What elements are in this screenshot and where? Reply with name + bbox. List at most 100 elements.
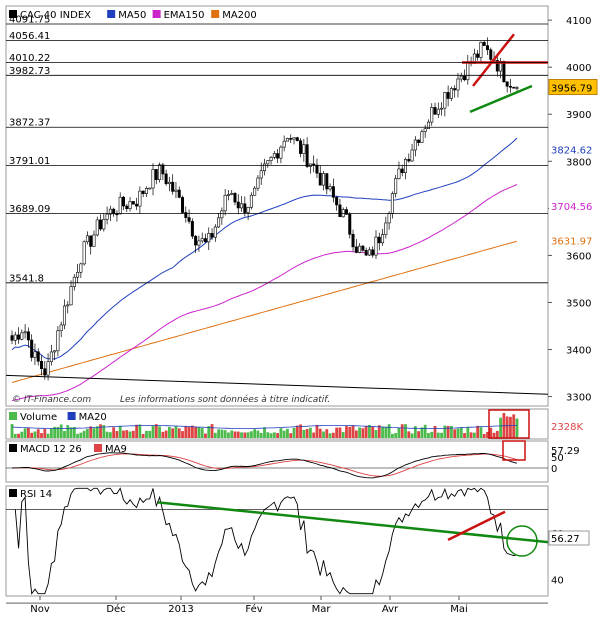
volume-bar: [381, 426, 384, 438]
volume-bar: [141, 433, 145, 438]
volume-bar: [184, 425, 188, 438]
volume-bar: [181, 431, 184, 438]
volume-bar: [86, 428, 89, 438]
candle: [66, 301, 70, 314]
volume-bar: [249, 431, 253, 438]
level-label-3: 3982.73: [9, 66, 50, 77]
volume-highlight-box: [488, 409, 530, 439]
candle: [30, 334, 34, 362]
ema150-line: [11, 184, 518, 402]
candle: [446, 85, 450, 107]
volume-bar: [509, 416, 512, 438]
candle: [144, 186, 148, 197]
volume-bar: [430, 431, 434, 438]
volume-bar: [492, 432, 496, 438]
volume-bar: [341, 432, 345, 438]
volume-bar: [436, 432, 440, 438]
volume-bar: [66, 425, 70, 438]
main-ytick-label-6: 3500: [566, 298, 591, 309]
candle: [407, 153, 411, 163]
volume-bar: [131, 430, 135, 438]
candle: [512, 86, 516, 89]
candle: [495, 54, 499, 77]
volume-bar: [433, 426, 437, 438]
candle: [223, 188, 227, 216]
volume-bar: [89, 426, 93, 438]
candle: [367, 247, 371, 256]
candle: [230, 190, 234, 196]
volume-panel: Volume MA20 2328K: [5, 408, 597, 440]
candle: [135, 197, 139, 210]
volume-ma20-line: [11, 425, 518, 429]
candle: [371, 246, 375, 258]
volume-bar: [99, 424, 102, 438]
volume-bar: [427, 433, 430, 438]
candle: [292, 137, 296, 145]
candle: [374, 230, 378, 260]
volume-bar: [187, 426, 191, 438]
badge-bg-ema150: [549, 198, 597, 214]
volume-bar: [112, 427, 116, 438]
volume-bar: [302, 429, 306, 438]
macd-legend: MACD 12 26 MA9: [9, 444, 127, 455]
candle: [69, 280, 73, 306]
volume-bar: [272, 432, 276, 438]
level-label-2: 4010.22: [9, 53, 50, 64]
candle: [197, 235, 201, 252]
candle: [410, 143, 414, 162]
volume-bar: [423, 424, 427, 438]
rsi-rising-line: [447, 510, 506, 541]
candle: [85, 231, 89, 245]
candle: [128, 197, 132, 212]
badge-bg-last: [548, 79, 598, 96]
volume-bar: [472, 432, 476, 438]
badge-bg-ma50: [549, 141, 597, 157]
volume-bar: [482, 433, 486, 438]
macd-legend-swatch-1: [94, 444, 102, 452]
volume-bar: [364, 426, 368, 438]
volume-bar: [515, 418, 519, 438]
macd-legend-label-0: MACD 12 26: [20, 444, 82, 455]
macd-legend-label-1: MA9: [105, 444, 127, 455]
rsi-badge-bg: [548, 530, 590, 546]
volume-bar: [227, 432, 230, 438]
candle: [259, 162, 263, 185]
candle: [184, 206, 188, 223]
x-tick-label-3: Fév: [245, 603, 262, 615]
candle: [26, 327, 30, 348]
candle: [282, 135, 286, 152]
volume-bar: [456, 428, 460, 438]
candle: [436, 102, 440, 118]
candle: [348, 212, 352, 239]
volume-bar: [161, 431, 165, 438]
volume-bar: [315, 424, 319, 438]
volume-bar: [276, 433, 280, 438]
main-ytick-label-2: 3900: [566, 110, 591, 121]
volume-bar: [23, 428, 27, 438]
volume-bar: [223, 430, 227, 438]
volume-bar: [36, 429, 40, 438]
long-trend-line: [5, 374, 549, 395]
volume-bar: [286, 428, 289, 438]
rsi-legend: RSI 14: [9, 489, 52, 500]
volume-bar: [318, 428, 322, 438]
volume-bar: [207, 426, 211, 438]
volume-bar: [282, 430, 286, 438]
footer-copyright: © IT-Finance.com: [12, 395, 91, 405]
volume-bar: [40, 433, 43, 438]
badge-ema150: 3704.56: [551, 202, 592, 213]
main-ytick-label-5: 3600: [566, 251, 591, 262]
candle: [420, 129, 424, 143]
candle: [10, 330, 14, 345]
badge-ma50: 3824.62: [551, 146, 592, 157]
candle: [351, 229, 355, 252]
volume-legend-swatch-0: [9, 412, 17, 420]
candle: [505, 81, 509, 93]
volume-bar: [331, 432, 335, 438]
volume-bar: [479, 427, 483, 438]
candle: [82, 240, 86, 266]
volume-bar: [469, 432, 473, 438]
candle: [40, 355, 44, 376]
main-legend-label-1: MA50: [118, 10, 146, 21]
